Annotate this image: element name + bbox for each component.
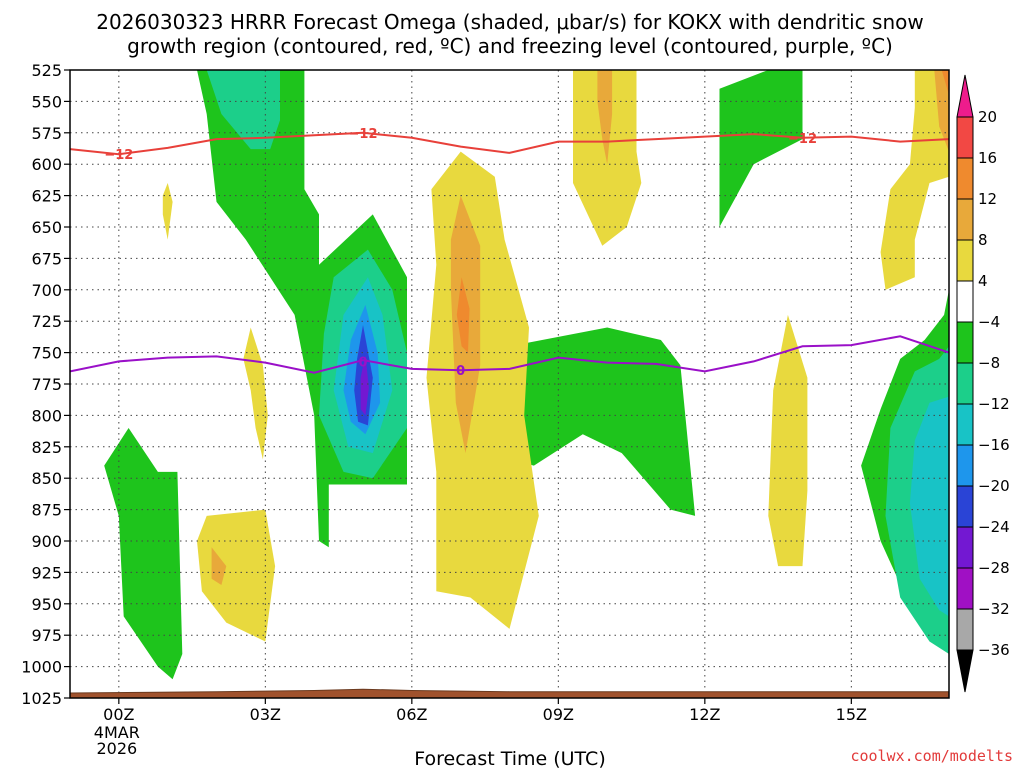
omega-region-9 [719,70,803,227]
omega-shading [104,70,949,680]
freezing-level-0-line [70,335,949,374]
colorbar-bin [956,116,974,159]
freezing-level-0-label: 0 [456,364,465,379]
chart-title-line-2: growth region (contoured, red, ºC) and f… [127,34,893,58]
x-tick-label: 03Z [250,705,281,724]
omega-region-23 [880,70,949,290]
y-tick-label: 675 [31,249,62,268]
y-tick-label: 1000 [21,658,62,677]
colorbar-bin [956,485,974,528]
colorbar-bin [956,526,974,569]
omega-region-24 [934,70,949,152]
grid [70,70,949,698]
y-tick-label: 875 [31,501,62,520]
credit-text: coolwx.com/modelts [850,747,1013,765]
omega-region-20 [197,509,276,642]
omega-region-8 [509,327,696,516]
y-tick-label: 775 [31,375,62,394]
colorbar-label: 12 [978,190,997,208]
y-tick-label: 850 [31,469,62,488]
y-tick-label: 525 [31,61,62,80]
y-tick-label: 725 [31,312,62,331]
omega-region-12 [909,396,949,617]
y-tick-label: 950 [31,595,62,614]
colorbar-label: −20 [978,477,1010,495]
colorbar-bin [956,321,974,364]
ground-fill [70,688,949,698]
dendritic-minus12-label: −12 [788,132,817,147]
colorbar-label: −16 [978,436,1010,454]
colorbar-bin [956,608,974,651]
freezing-level-0-label: 0 [358,355,367,370]
y-tick-label: 750 [31,344,62,363]
colorbar-label: 4 [978,272,988,290]
omega-region-22 [768,314,808,567]
dendritic-minus12-label: −12 [104,148,133,163]
dendritic-minus12-line [70,131,949,156]
y-tick-label: 700 [31,281,62,300]
colorbar-bin [956,198,974,241]
x-date-label: 2026 [96,739,137,758]
x-tick-label: 00Z [103,705,134,724]
y-tick-label: 575 [31,124,62,143]
y-tick-label: 650 [31,218,62,237]
contours: −12 −12 −12 0 0 [70,127,949,379]
colorbar-bin [956,403,974,446]
colorbar-label: −32 [978,600,1010,618]
colorbar-bin [956,444,974,487]
colorbar-top-arrow [956,74,974,118]
colorbar-bin [956,239,974,282]
x-tick-label: 09Z [543,705,574,724]
colorbar-bin [956,362,974,405]
colorbar-bottom-arrow [956,649,974,693]
y-tick-label: 800 [31,406,62,425]
colorbar-label: 16 [978,149,997,167]
x-date-label: 4MAR [94,723,140,742]
colorbar-bin [956,567,974,610]
x-axis-title: Forecast Time (UTC) [414,748,605,768]
colorbar-bin [956,157,974,200]
colorbar-label: −12 [978,395,1010,413]
y-tick-label: 925 [31,563,62,582]
colorbar-label: 20 [978,108,997,126]
colorbar-label: 8 [978,231,988,249]
colorbar-bin [956,280,974,323]
omega-region-19 [162,183,173,240]
y-tick-label: 900 [31,532,62,551]
omega-region-21 [211,547,227,585]
dendritic-minus12-label: −12 [349,127,378,142]
omega-region-25 [941,70,949,96]
chart-title-line-1: 2026030323 HRRR Forecast Omega (shaded, … [96,10,923,34]
omega-region-6 [360,355,369,416]
y-tick-label: 975 [31,626,62,645]
omega-region-1 [206,70,280,150]
y-tick-label: 550 [31,92,62,111]
colorbar-label: −24 [978,518,1010,536]
colorbar-label: −28 [978,559,1010,577]
colorbar-label: −4 [978,313,1000,331]
ground [70,688,949,698]
omega-region-15 [456,277,470,353]
y-tick-label: 825 [31,438,62,457]
colorbar-label: −36 [978,641,1010,659]
colorbar: 20 16 12 8 4 −4 −8 −12 −16 −20 −24 −28 −32 −36 [956,74,1010,693]
y-tick-label: 600 [31,155,62,174]
x-tick-label: 12Z [689,705,720,724]
plot-area: −12 −12 −12 0 0 [69,69,950,699]
colorbar-label: −8 [978,354,1000,372]
y-tick-label: 1025 [21,689,62,708]
x-tick-label: 06Z [396,705,427,724]
omega-region-7 [104,428,183,680]
x-tick-label: 15Z [836,705,867,724]
y-axis: 525 550 575 600 625 650 675 700 725 750 775 800 825 8… [21,61,70,708]
y-tick-label: 625 [31,187,62,206]
